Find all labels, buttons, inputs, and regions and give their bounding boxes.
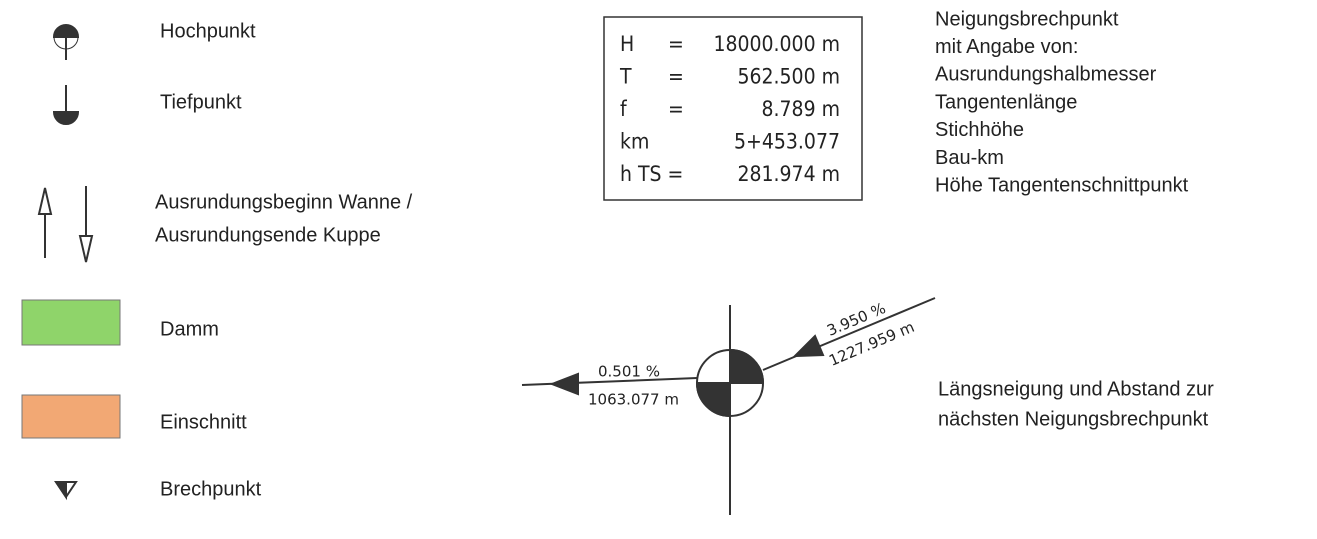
brechpunkt-icon [54,481,78,501]
box-label: T [619,65,632,89]
distance-label: 1063.077 m [588,391,679,409]
legend-label: Damm [160,318,219,340]
box-value: 281.974 m [737,162,840,186]
legend-label: Brechpunkt [160,478,262,500]
description-line: Neigungsbrechpunkt [935,8,1119,30]
box-label: h TS = [620,162,683,186]
ausrundung-arrows [37,186,94,263]
description-line: Bau-km [935,147,1004,169]
legend-label: Hochpunkt [160,20,256,42]
box-eq: = [668,97,684,121]
description-line: Höhe Tangentenschnittpunkt [935,174,1189,196]
tiefpunkt-icon [52,85,80,125]
info-box [603,16,863,201]
legend-label: Ausrundungsende Kuppe [155,224,381,246]
hochpunkt-icon [52,24,80,60]
box-eq: = [668,65,684,89]
damm-swatch [21,299,121,346]
box-value: 8.789 m [762,97,840,121]
profile-description: Längsneigung und Abstand zur [938,378,1214,400]
profile-drawing [521,297,936,515]
description-line: Tangentenlänge [935,91,1077,113]
box-eq: = [668,32,684,56]
slope-label: 0.501 % [598,363,660,381]
description-line: mit Angabe von: [935,36,1078,58]
box-label: km [620,130,649,154]
profile-description: nächsten Neigungsbrechpunkt [938,408,1209,430]
box-label: f [620,97,628,121]
box-rows: H = 18000.000 m T = 562.500 m f = 8.789 m km 5+453… [619,32,840,186]
box-label: H [620,32,634,56]
description: Neigungsbrechpunkt mit Angabe von: Ausrund… [935,8,1189,196]
legend-label: Tiefpunkt [160,91,242,113]
legend-label: Einschnitt [160,411,247,433]
legend-label: Ausrundungsbeginn Wanne / [155,191,413,213]
description-line: Stichhöhe [935,119,1024,141]
box-value: 18000.000 m [713,32,840,56]
einschnitt-swatch [21,394,121,439]
box-value: 562.500 m [737,65,840,89]
box-value: 5+453.077 [734,130,840,154]
description-line: Ausrundungshalbmesser [935,64,1157,86]
